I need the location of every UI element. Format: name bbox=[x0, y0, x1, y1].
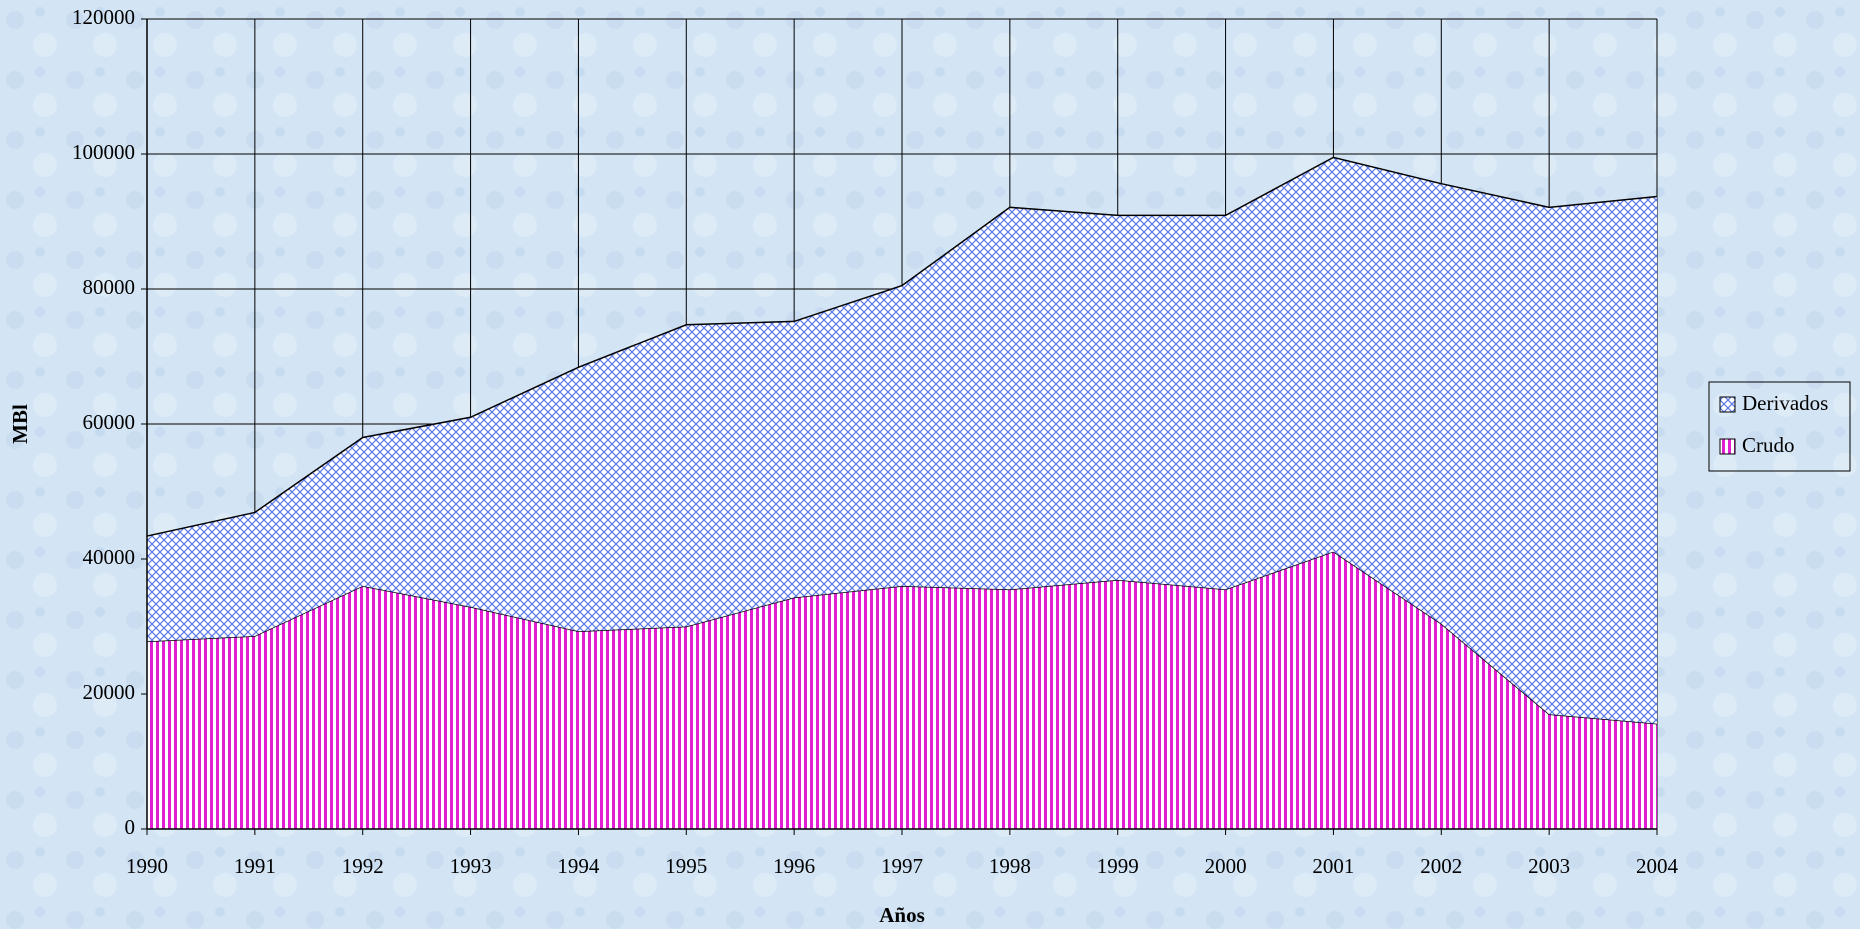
legend-swatch bbox=[1719, 396, 1736, 413]
x-tick-label: 1995 bbox=[665, 854, 707, 878]
y-axis-title: MBl bbox=[8, 404, 32, 444]
areas bbox=[146, 156, 1658, 829]
y-tick-label: 60000 bbox=[83, 410, 136, 434]
x-tick-label: 2001 bbox=[1312, 854, 1354, 878]
x-tick-label: 2002 bbox=[1420, 854, 1462, 878]
area bbox=[147, 551, 1657, 829]
legend-label: Derivados bbox=[1742, 391, 1828, 415]
legend: Derivados Crudo bbox=[1708, 381, 1851, 472]
y-tick-label: 100000 bbox=[72, 140, 135, 164]
area bbox=[147, 157, 1657, 724]
y-tick-label: 40000 bbox=[83, 545, 136, 569]
x-tick-label: 1993 bbox=[450, 854, 492, 878]
x-tick-label: 1994 bbox=[557, 854, 600, 878]
area-outline bbox=[146, 156, 1658, 537]
legend-swatch bbox=[1719, 438, 1736, 455]
x-tick-label: 1999 bbox=[1097, 854, 1139, 878]
x-tick-label: 1996 bbox=[773, 854, 815, 878]
x-tick-label: 1990 bbox=[126, 854, 168, 878]
x-tick-label: 1992 bbox=[342, 854, 384, 878]
x-tick-label: 1997 bbox=[881, 854, 923, 878]
y-tick-label: 20000 bbox=[83, 680, 136, 704]
x-tick-label: 2003 bbox=[1528, 854, 1570, 878]
y-tick-label: 0 bbox=[125, 815, 136, 839]
x-axis-title: Años bbox=[879, 903, 925, 927]
legend-box bbox=[1708, 381, 1851, 472]
axes: 0 20000 40000 60000 80000 100000 120000 1990 199… bbox=[72, 5, 1679, 878]
x-tick-label: 2004 bbox=[1636, 854, 1679, 878]
y-tick-label: 80000 bbox=[83, 275, 136, 299]
x-tick-label: 1991 bbox=[234, 854, 276, 878]
y-tick-label: 120000 bbox=[72, 5, 135, 29]
x-tick-label: 2000 bbox=[1205, 854, 1247, 878]
x-tick-label: 1998 bbox=[989, 854, 1031, 878]
legend-label: Crudo bbox=[1742, 433, 1795, 457]
